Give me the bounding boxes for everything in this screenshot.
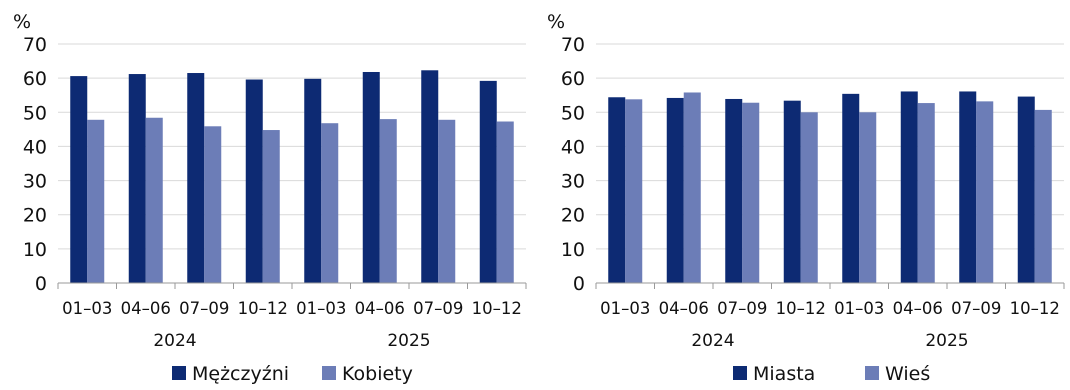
bar-miasta-7 (959, 91, 976, 283)
x-tick-label: 01–03 (296, 299, 346, 318)
bar-mężczyźni-1 (70, 76, 87, 283)
bar-kobiety-2 (146, 118, 163, 283)
y-tick-label: 30 (561, 171, 585, 193)
bar-wieś-8 (1035, 110, 1052, 283)
bar-wieś-6 (918, 103, 935, 283)
x-tick-label: 10–12 (776, 299, 826, 318)
y-tick-label: 20 (561, 205, 585, 227)
bar-miasta-8 (1018, 97, 1035, 283)
y-tick-label: 0 (573, 273, 585, 295)
x-tick-label: 07–09 (179, 299, 229, 318)
bar-mężczyźni-5 (304, 79, 321, 283)
y-unit-label: % (547, 11, 565, 33)
legend-swatch-miasta (733, 366, 747, 380)
bar-kobiety-4 (263, 130, 280, 283)
chart-left: 0 10 20 30 40 50 60 70% 01–03 04–06 07–09 10–12 01–0… (13, 11, 526, 385)
y-tick-label: 50 (23, 102, 47, 124)
x-tick-label: 04–06 (659, 299, 709, 318)
bar-mężczyźni-7 (421, 70, 438, 283)
x-tick-label: 10–12 (472, 299, 522, 318)
y-tick-label: 30 (23, 171, 47, 193)
y-tick-label: 0 (35, 273, 47, 295)
y-tick-label: 70 (23, 34, 47, 56)
legend-label: Wieś (885, 363, 930, 385)
bar-kobiety-6 (380, 119, 397, 283)
legend-label: Mężczyźni (192, 363, 289, 385)
x-tick-label: 01–03 (600, 299, 650, 318)
x-tick-label: 04–06 (893, 299, 943, 318)
chart-right: 0 10 20 30 40 50 60 70% 01–03 04–06 07–09 10–12 01–0… (547, 11, 1064, 385)
legend-swatch-mężczyźni (172, 366, 186, 380)
bar-wieś-4 (801, 112, 818, 283)
bar-kobiety-3 (204, 126, 221, 283)
x-tick-label: 04–06 (121, 299, 171, 318)
legend-label: Kobiety (342, 363, 413, 385)
bar-mężczyźni-8 (480, 81, 497, 283)
bar-wieś-5 (859, 112, 876, 283)
x-group-label-year: 2025 (387, 331, 430, 351)
legend-swatch-kobiety (322, 366, 336, 380)
bar-kobiety-8 (497, 122, 514, 283)
y-unit-label: % (13, 11, 31, 33)
x-tick-label: 01–03 (62, 299, 112, 318)
y-tick-label: 20 (23, 205, 47, 227)
y-tick-label: 40 (561, 136, 585, 158)
bar-kobiety-7 (438, 120, 455, 283)
y-tick-label: 60 (561, 68, 585, 90)
bar-mężczyźni-3 (187, 73, 204, 283)
bar-kobiety-5 (321, 123, 338, 283)
x-tick-label: 01–03 (834, 299, 884, 318)
y-tick-label: 50 (561, 102, 585, 124)
bar-miasta-3 (725, 99, 742, 283)
bar-miasta-4 (784, 101, 801, 283)
legend-label: Miasta (753, 363, 815, 385)
y-tick-label: 10 (561, 239, 585, 261)
y-tick-label: 70 (561, 34, 585, 56)
x-tick-label: 07–09 (717, 299, 767, 318)
x-tick-label: 07–09 (951, 299, 1001, 318)
y-tick-label: 60 (23, 68, 47, 90)
x-tick-label: 04–06 (355, 299, 405, 318)
bar-miasta-2 (667, 98, 684, 283)
bar-kobiety-1 (87, 120, 104, 283)
x-group-label-year: 2024 (691, 331, 734, 351)
bar-mężczyźni-2 (129, 74, 146, 283)
bar-wieś-1 (625, 99, 642, 283)
bar-mężczyźni-4 (246, 80, 263, 283)
x-group-label-year: 2025 (925, 331, 968, 351)
x-tick-label: 07–09 (413, 299, 463, 318)
bar-miasta-5 (842, 94, 859, 283)
x-tick-label: 10–12 (1010, 299, 1060, 318)
x-tick-label: 10–12 (238, 299, 288, 318)
bar-wieś-7 (976, 101, 993, 283)
bar-mężczyźni-6 (363, 72, 380, 283)
bar-wieś-3 (742, 103, 759, 283)
bar-wieś-2 (684, 92, 701, 283)
legend-swatch-wieś (865, 366, 879, 380)
y-tick-label: 10 (23, 239, 47, 261)
bar-miasta-1 (608, 97, 625, 283)
x-group-label-year: 2024 (153, 331, 196, 351)
bar-miasta-6 (901, 91, 918, 283)
y-tick-label: 40 (23, 136, 47, 158)
